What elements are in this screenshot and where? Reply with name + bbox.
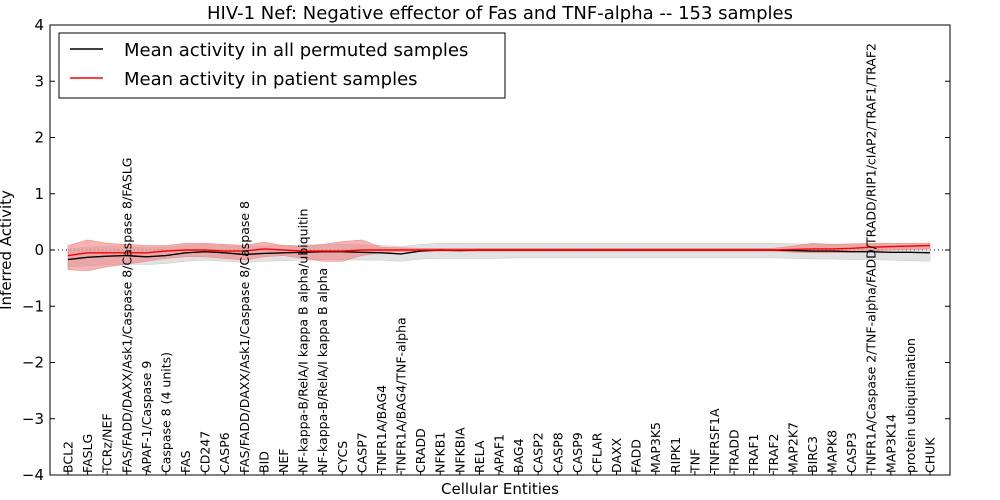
x-tick-label: CASP9 xyxy=(570,432,585,473)
band-patient xyxy=(67,239,931,272)
x-tick-label: MAP3K5 xyxy=(648,422,663,473)
y-tick-label: 4 xyxy=(34,16,44,34)
x-tick-label: TRADD xyxy=(727,429,742,474)
x-tick-label: NEF xyxy=(276,449,291,473)
x-tick-label: FASLG xyxy=(80,434,95,473)
x-tick-label: TNFR1A/BAG4/TNF-alpha xyxy=(394,317,409,474)
legend-box xyxy=(58,32,506,99)
series-line-patient xyxy=(67,244,931,257)
x-tick-label: APAF-1/Caspase 9 xyxy=(139,361,154,473)
y-tick-label: 3 xyxy=(34,72,44,90)
x-tick-label: TNF xyxy=(687,449,702,474)
y-tick-label: 2 xyxy=(34,129,44,147)
x-tick-label: BCL2 xyxy=(61,441,76,473)
x-tick-label: FAS xyxy=(178,450,193,473)
x-tick-label: TRAF2 xyxy=(766,433,781,474)
x-tick-label: NFKBIA xyxy=(452,427,467,473)
x-axis-label: Cellular Entities xyxy=(441,480,559,498)
x-tick-label: FAS/FADD/DAXX/Ask1/Caspase 8/Caspase 8 xyxy=(237,201,252,473)
x-tick-label: Caspase 8 (4 units) xyxy=(159,352,174,473)
x-tick-label: TCRz/NEF xyxy=(100,413,115,474)
y-tick-label: −2 xyxy=(22,354,44,372)
x-tick-label: TNFR1A/BAG4 xyxy=(374,385,389,474)
x-tick-label: CASP6 xyxy=(217,432,232,473)
x-tick-label: CFLAR xyxy=(590,432,605,473)
x-tick-label: CYCS xyxy=(335,441,350,473)
x-tick-label: BAG4 xyxy=(511,438,526,473)
x-tick-label: CD247 xyxy=(198,431,213,473)
x-tick-label: RELA xyxy=(472,440,487,473)
x-tick-label: RIPK1 xyxy=(668,437,683,473)
y-tick-label: 1 xyxy=(34,185,44,203)
legend-label-permuted: Mean activity in all permuted samples xyxy=(124,40,468,61)
x-tick-label: CRADD xyxy=(413,428,428,473)
y-axis-label: Inferred Activity xyxy=(0,190,15,310)
x-tick-label: MAPK8 xyxy=(825,430,840,473)
legend: Mean activity in all permuted samples Me… xyxy=(58,32,506,99)
x-tick-label: TRAF1 xyxy=(746,433,761,474)
x-tick-label: CASP3 xyxy=(844,432,859,473)
x-tick-label: DAXX xyxy=(609,437,624,473)
plot-frame xyxy=(49,24,951,476)
chart-title: HIV-1 Nef: Negative effector of Fas and … xyxy=(207,3,793,24)
legend-label-patient: Mean activity in patient samples xyxy=(124,69,418,90)
x-tick-label: FAS/FADD/DAXX/Ask1/Caspase 8/Caspase 8/F… xyxy=(119,158,134,473)
x-tick-label: TNFR1A/Caspase 2/TNF-alpha/FADD/TRADD/RI… xyxy=(864,43,879,474)
x-tick-label: BID xyxy=(256,451,271,473)
y-tick-label: −1 xyxy=(22,297,44,315)
y-tick-label: 0 xyxy=(34,241,44,259)
x-tick-label: APAF1 xyxy=(492,434,507,473)
x-tick-label: TNFRSF1A xyxy=(707,408,722,474)
x-tick-label: NF-kappa-B/RelA/I kappa B alpha/ubiquiti… xyxy=(296,209,311,473)
x-tick-label: CASP8 xyxy=(550,432,565,473)
x-tick-label: CASP2 xyxy=(531,432,546,473)
x-tick-label: BIRC3 xyxy=(805,436,820,473)
x-tick-label: CHUK xyxy=(923,437,938,473)
y-tick-label: −4 xyxy=(22,466,44,484)
x-tick-label: NF-kappa-B/RelA/I kappa B alpha xyxy=(315,268,330,473)
plot-area: −4 −3 −2 −1 0 1 2 3 4 BCL2 FASLG TCRz/NEF FAS/FADD/D… xyxy=(22,16,950,484)
y-tick-label: −3 xyxy=(22,410,44,428)
x-tick-label: FADD xyxy=(629,439,644,473)
x-tick-label: CASP7 xyxy=(354,432,369,473)
x-tick-label: NFKB1 xyxy=(433,432,448,473)
x-tick-label: MAP3K14 xyxy=(883,414,898,473)
x-tick-label: MAP2K7 xyxy=(785,422,800,473)
x-tick-label: protein ubiquitination xyxy=(903,338,918,473)
